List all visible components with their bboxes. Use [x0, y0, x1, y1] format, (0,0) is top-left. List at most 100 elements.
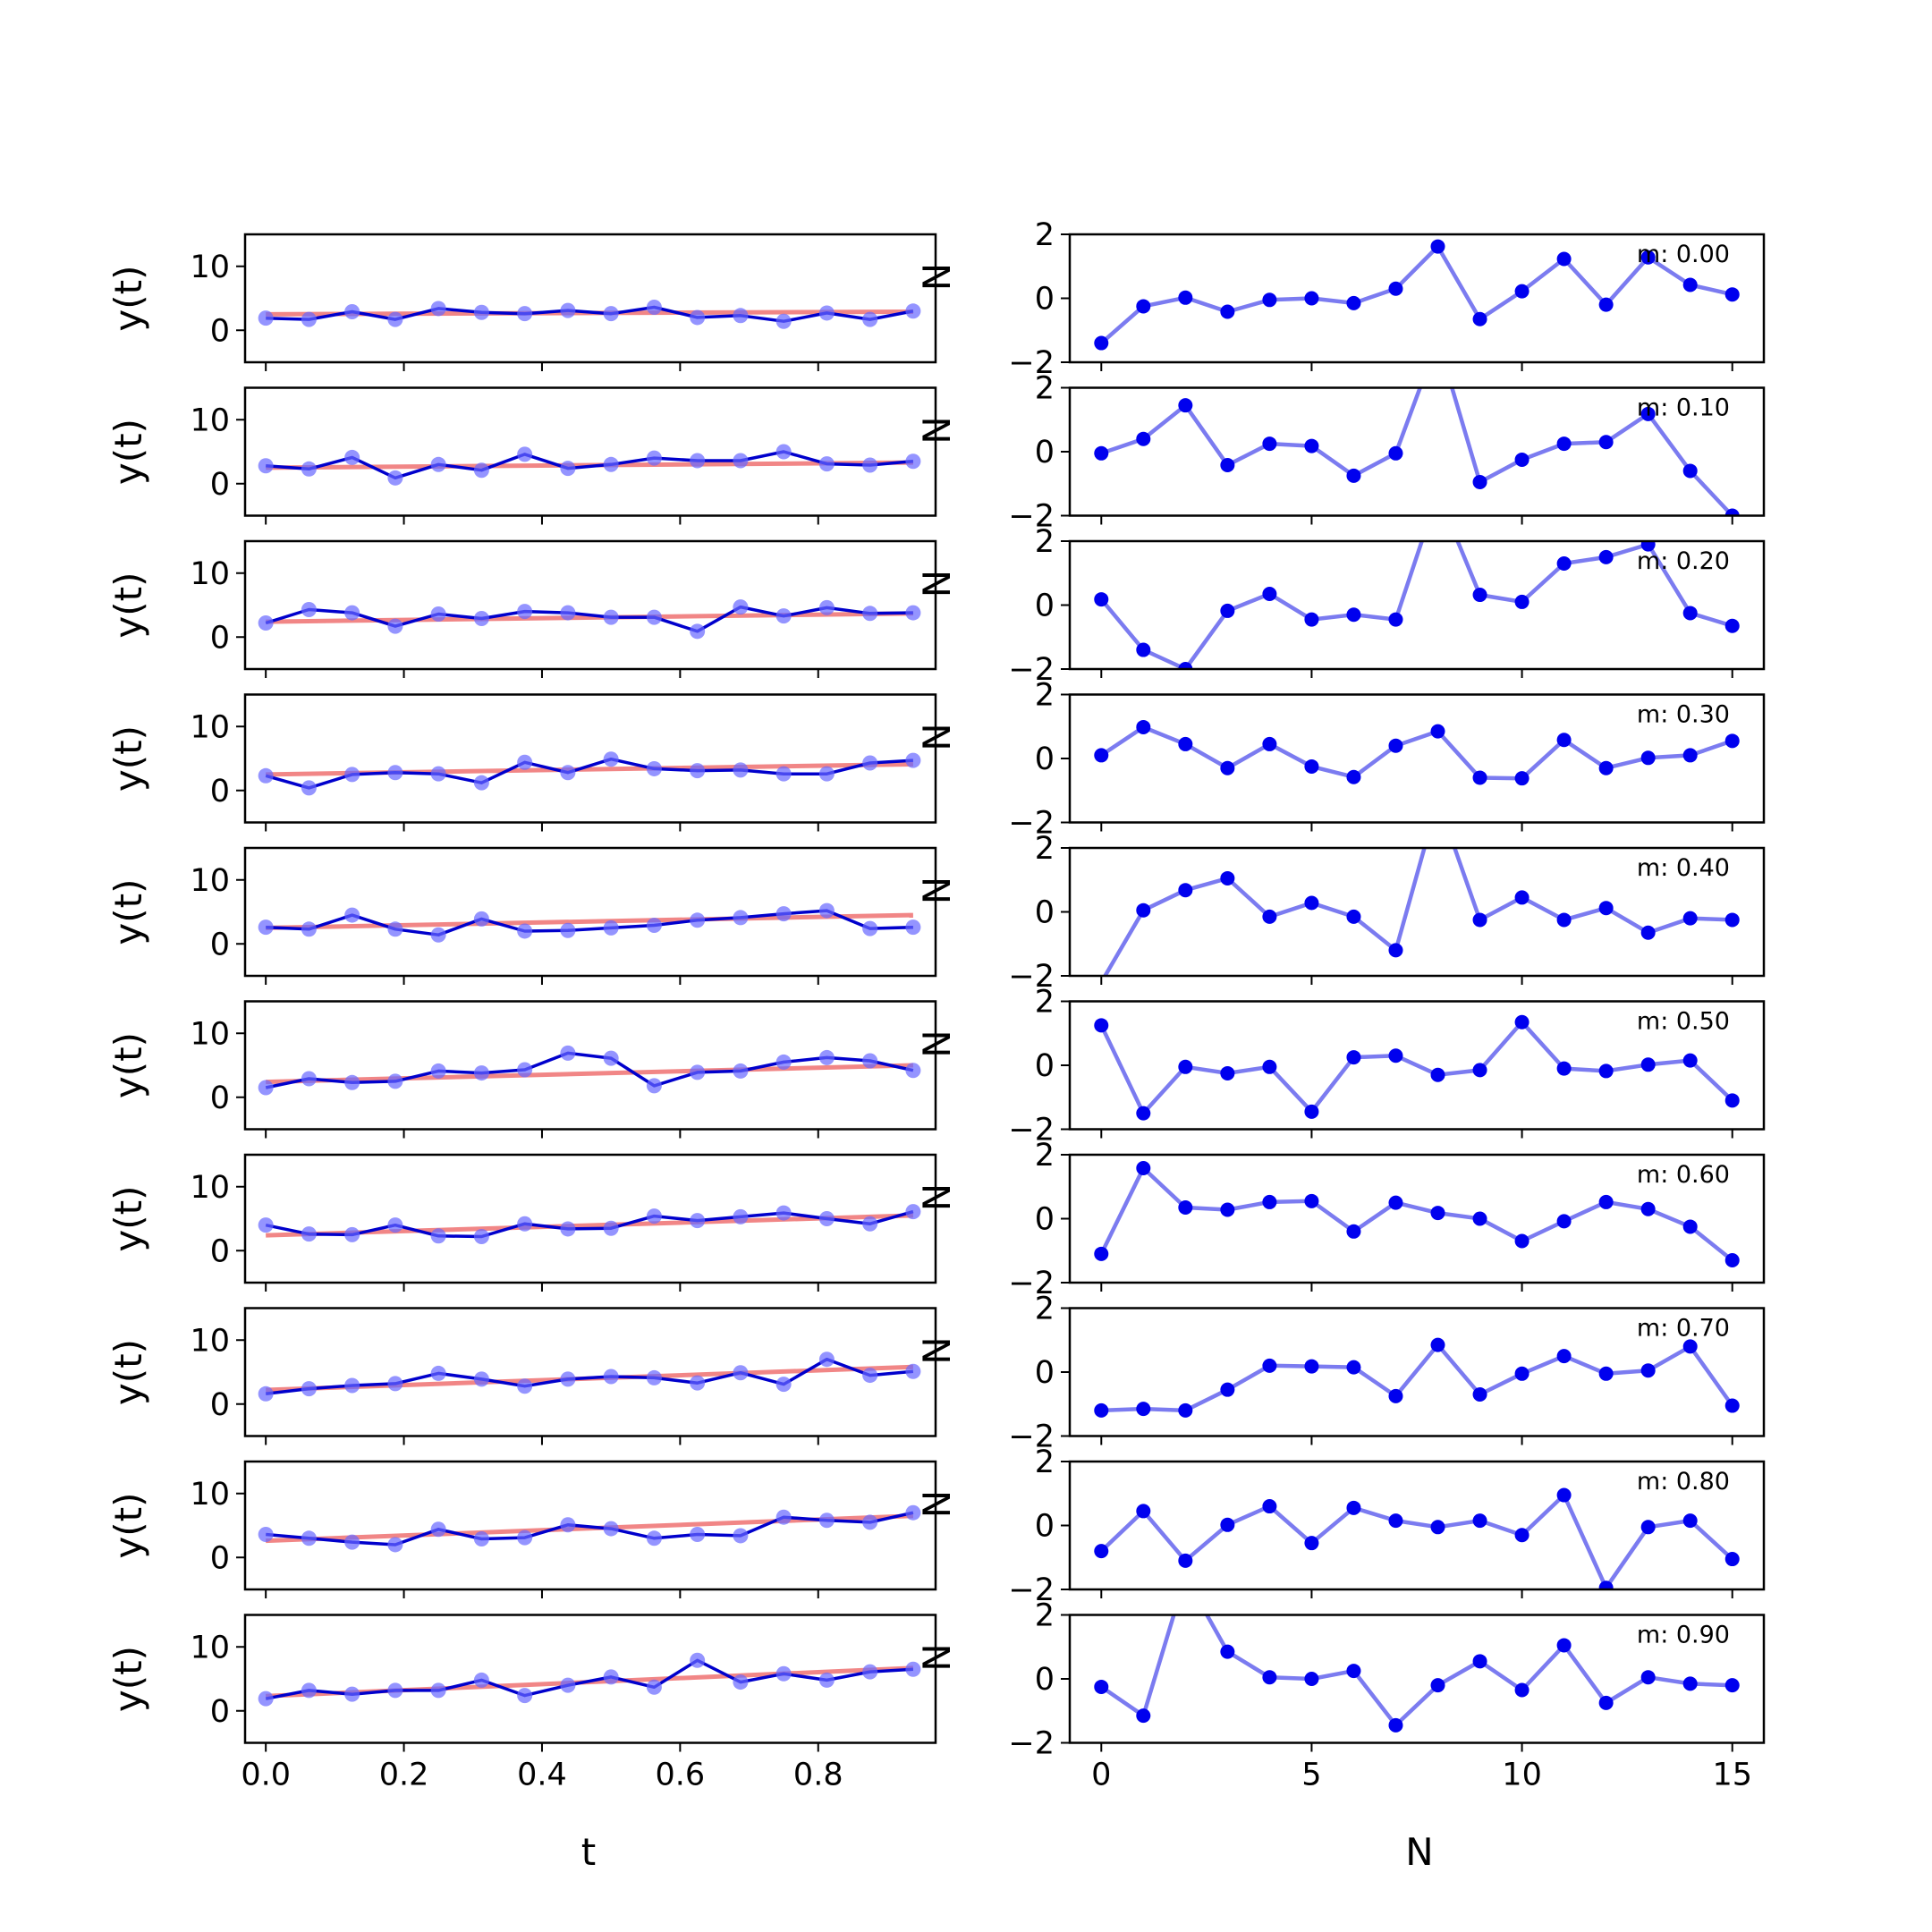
- data-point: [387, 618, 403, 634]
- series-point: [1136, 902, 1151, 918]
- data-point: [473, 775, 489, 791]
- series-line: [1099, 244, 1733, 345]
- left-subplot-3: 0 10 y(t): [106, 693, 937, 832]
- series-point: [1640, 1057, 1656, 1072]
- data-line: [265, 757, 914, 790]
- y-tick-label: 10: [190, 556, 230, 592]
- series-point: [1136, 642, 1151, 657]
- m-annotation: m: 0.90: [1637, 1622, 1730, 1649]
- series-point: [1472, 770, 1487, 785]
- data-point: [301, 461, 317, 477]
- data-line: [266, 305, 914, 323]
- series-point: [1724, 287, 1740, 302]
- data-point: [517, 1062, 533, 1078]
- data-point: [603, 751, 619, 767]
- data-point: [733, 910, 749, 926]
- series-point: [1514, 452, 1530, 467]
- y-tick-label: 0: [210, 620, 230, 656]
- data-point: [690, 309, 706, 326]
- data-point: [646, 450, 662, 466]
- axes-frame: [243, 1614, 937, 1744]
- data-point: [905, 1661, 921, 1677]
- series-point: [1431, 486, 1445, 500]
- data-point: [517, 923, 533, 939]
- data-point: [690, 1213, 706, 1229]
- data-line: [265, 1051, 914, 1089]
- data-point: [862, 755, 878, 771]
- series-point: [1346, 1360, 1361, 1375]
- series-point: [1346, 468, 1361, 483]
- series-point: [1304, 1359, 1319, 1374]
- y-tick-label: 10: [190, 250, 230, 285]
- data-point: [646, 609, 662, 625]
- right-plot-area-9: [1094, 1614, 1740, 1733]
- y-axis-label: y(t): [106, 1032, 150, 1098]
- left-subplot-0: 0 10 y(t): [106, 233, 937, 371]
- series-point: [1472, 311, 1487, 326]
- data-point: [258, 767, 274, 784]
- y-tick-label: 0: [1035, 1048, 1055, 1084]
- series-point: [1556, 436, 1572, 452]
- data-point: [387, 311, 403, 327]
- data-point: [905, 1063, 921, 1079]
- data-point: [862, 457, 878, 473]
- series-point: [1682, 606, 1698, 621]
- series-point: [1598, 1695, 1614, 1710]
- left-subplot-2: 0 10 y(t): [106, 539, 937, 678]
- left-plot-area-3: [258, 751, 921, 796]
- data-point: [818, 599, 835, 615]
- data-line: [265, 1357, 914, 1396]
- left-subplot-9: 0.0 0.2 0.4 0.6 0.8 0 10 y(t): [106, 1614, 937, 1793]
- y-tick-label: −2: [1008, 1572, 1055, 1608]
- fit-line: [266, 912, 913, 930]
- series-point: [1514, 1682, 1530, 1698]
- series-point: [1388, 1388, 1403, 1403]
- data-point: [775, 313, 792, 329]
- series-point: [1682, 1339, 1698, 1354]
- series-point: [1430, 1678, 1445, 1693]
- series-point: [1431, 333, 1445, 347]
- series-point: [1220, 1517, 1235, 1532]
- right-subplot-1: −2 0 2 m: 0.10 N: [915, 333, 1766, 535]
- left-plot-area-0: [258, 300, 921, 329]
- series-point: [1262, 292, 1277, 308]
- y-tick-label: 2: [1035, 371, 1055, 407]
- series-point: [1388, 738, 1403, 753]
- data-point: [301, 780, 317, 796]
- data-point: [775, 1377, 792, 1393]
- y-tick-label: 2: [1035, 985, 1055, 1021]
- series-point: [1472, 474, 1487, 489]
- series-point: [1430, 1337, 1445, 1352]
- series-point: [1472, 1387, 1487, 1402]
- data-point: [517, 1688, 533, 1704]
- series-point: [1304, 758, 1319, 774]
- data-point: [430, 1228, 446, 1244]
- data-point: [301, 1226, 317, 1242]
- y-tick-label: 0: [1035, 435, 1055, 470]
- y-tick-label: 0: [1035, 1202, 1055, 1238]
- data-point: [862, 1053, 878, 1069]
- series-point: [1556, 1638, 1572, 1653]
- right-y-axis-label: N: [915, 1336, 959, 1364]
- data-point: [603, 1050, 619, 1066]
- series-point: [1178, 736, 1193, 751]
- data-point: [430, 606, 446, 623]
- data-point: [690, 1652, 706, 1668]
- series-point: [1388, 445, 1403, 461]
- right-y-axis-label: N: [915, 1030, 959, 1057]
- series-point: [1220, 304, 1235, 319]
- y-tick-label: 10: [190, 1323, 230, 1359]
- y-tick-label: 2: [1035, 678, 1055, 714]
- data-point: [603, 1669, 619, 1685]
- series-point: [1724, 1093, 1740, 1108]
- data-point: [646, 1369, 662, 1385]
- data-point: [733, 1674, 749, 1690]
- data-point: [387, 765, 403, 781]
- right-subplot-2: −2 0 2 m: 0.20 N: [915, 486, 1766, 688]
- data-point: [258, 1690, 274, 1707]
- series-point: [1514, 890, 1530, 905]
- series-point: [1262, 1358, 1277, 1373]
- x-tick-label: 0.4: [517, 1758, 567, 1793]
- data-point: [775, 766, 792, 782]
- data-point: [905, 752, 921, 768]
